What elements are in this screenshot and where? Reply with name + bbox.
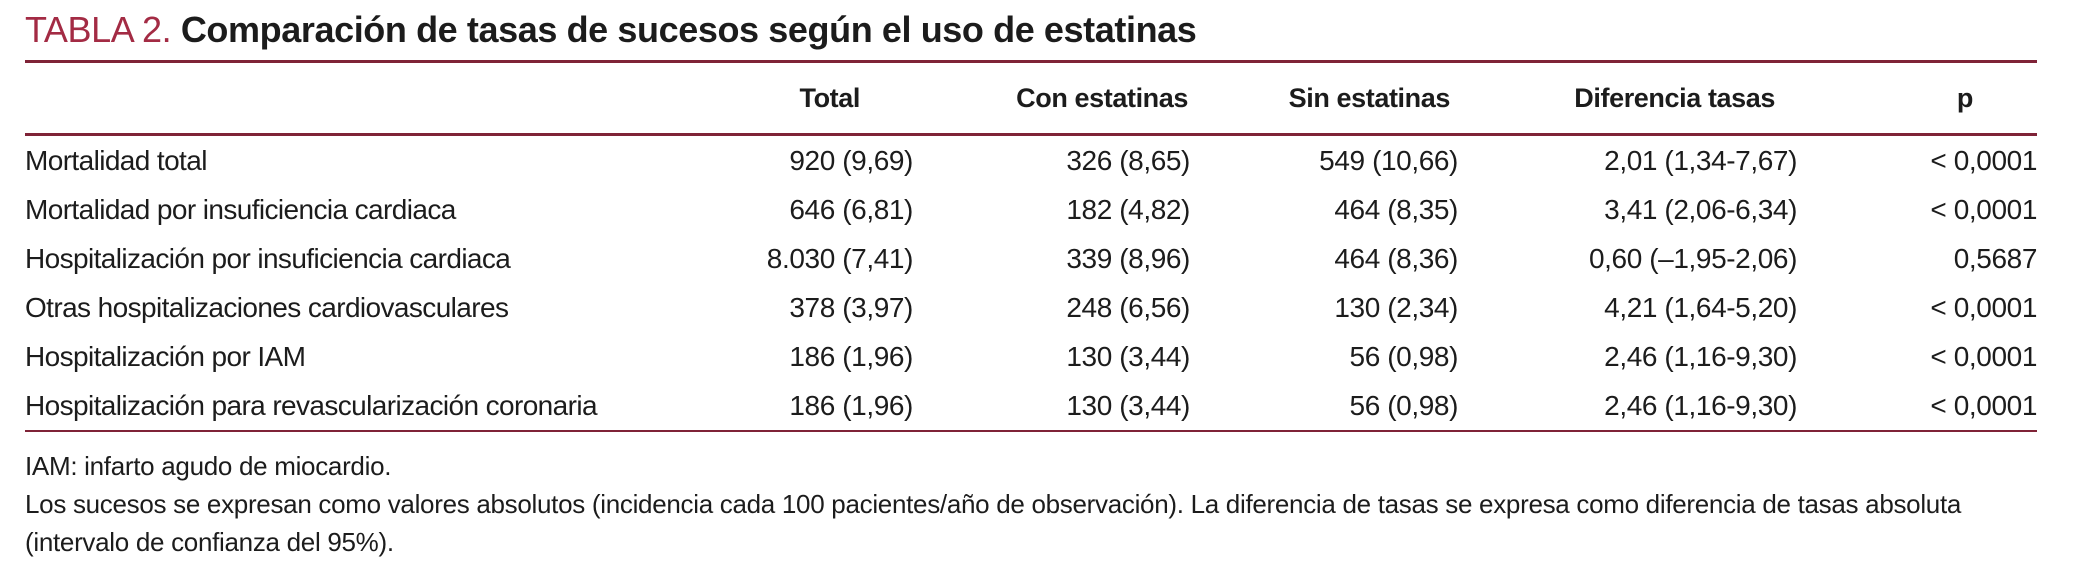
- table-cell-p: < 0,0001: [1930, 193, 2037, 225]
- table-cell-sin-estatinas: 549 (10,66): [1319, 144, 1458, 176]
- footnote-methods-line2: (intervalo de confianza del 95%).: [25, 527, 394, 557]
- table-header-row: Total Con estatinas Sin estatinas Difere…: [25, 63, 2037, 136]
- table-cell-diferencia-tasas: 2,01 (1,34-7,67): [1604, 144, 1797, 176]
- table-number-label: TABLA 2.: [25, 9, 172, 50]
- table-cell-diferencia-tasas: 2,46 (1,16-9,30): [1604, 340, 1797, 372]
- table-cell-diferencia-tasas: 4,21 (1,64-5,20): [1604, 291, 1797, 323]
- row-label: Mortalidad total: [25, 144, 207, 176]
- table-cell-sin-estatinas: 464 (8,36): [1334, 242, 1458, 274]
- table-cell-sin-estatinas: 56 (0,98): [1190, 381, 1458, 432]
- table-cell-total: 920 (9,69): [789, 144, 913, 176]
- table-cell-p: < 0,0001: [1797, 381, 2037, 432]
- row-label: Otras hospitalizaciones cardiovasculares: [25, 291, 509, 323]
- row-label: Mortalidad por insuficiencia cardiaca: [25, 193, 456, 225]
- table-cell-sin-estatinas: 464 (8,35): [1334, 193, 1458, 225]
- table-cell-diferencia-tasas: 0,60 (–1,95-2,06): [1588, 242, 1797, 274]
- table-cell-con-estatinas: 182 (4,82): [1066, 193, 1190, 225]
- table-row: Otras hospitalizaciones cardiovasculares…: [25, 283, 2037, 332]
- table-cell-total: 186 (1,96): [789, 340, 913, 372]
- column-header-empty: [25, 63, 665, 136]
- table-cell-total: 8.030 (7,41): [766, 242, 914, 274]
- table-cell-con-estatinas: 326 (8,65): [1066, 144, 1190, 176]
- table-title: Comparación de tasas de sucesos según el…: [180, 9, 1197, 50]
- table-row: Hospitalización por insuficiencia cardia…: [25, 234, 2037, 283]
- table-cell-sin-estatinas: 56 (0,98): [1349, 340, 1459, 372]
- table-cell-total: 186 (1,96): [665, 381, 913, 432]
- table-cell-con-estatinas: 248 (6,56): [1066, 291, 1190, 323]
- row-label: Hospitalización por insuficiencia cardia…: [25, 242, 511, 274]
- footnote-methods-line1: Los sucesos se expresan como valores abs…: [25, 489, 1962, 519]
- table-cell-total: 646 (6,81): [789, 193, 913, 225]
- table-cell-diferencia-tasas: 3,41 (2,06-6,34): [1604, 193, 1797, 225]
- column-header-con-estatinas: Con estatinas: [913, 63, 1190, 136]
- table-heading: TABLA 2. Comparación de tasas de sucesos…: [25, 0, 2075, 60]
- title-divider-rule: [25, 60, 2037, 63]
- table-row: Hospitalización por IAM 186 (1,96) 130 (…: [25, 332, 2037, 381]
- table-cell-sin-estatinas: 130 (2,34): [1334, 291, 1458, 323]
- row-label: Hospitalización para revascularización c…: [25, 381, 665, 432]
- column-header-total: Total: [665, 63, 913, 136]
- table-cell-total: 378 (3,97): [789, 291, 913, 323]
- table-row: Mortalidad total 920 (9,69) 326 (8,65) 5…: [25, 135, 2037, 186]
- footnote-abbreviation: IAM: infarto agudo de miocardio.: [25, 451, 392, 481]
- table-footnotes: IAM: infarto agudo de miocardio. Los suc…: [25, 447, 2060, 561]
- table-row: Mortalidad por insuficiencia cardiaca 64…: [25, 185, 2037, 234]
- table-cell-p: < 0,0001: [1930, 291, 2037, 323]
- table-row: Hospitalización para revascularización c…: [25, 381, 2037, 432]
- table-cell-p: < 0,0001: [1930, 144, 2037, 176]
- table-cell-p: 0,5687: [1953, 242, 2038, 274]
- table-cell-con-estatinas: 130 (3,44): [913, 381, 1190, 432]
- comparison-table: Total Con estatinas Sin estatinas Difere…: [25, 63, 2037, 432]
- table-cell-con-estatinas: 130 (3,44): [1066, 340, 1190, 372]
- row-label: Hospitalización por IAM: [25, 340, 306, 372]
- table-cell-p: < 0,0001: [1930, 340, 2037, 372]
- column-header-p: p: [1797, 63, 2037, 136]
- column-header-sin-estatinas: Sin estatinas: [1190, 63, 1458, 136]
- table-cell-diferencia-tasas: 2,46 (1,16-9,30): [1458, 381, 1797, 432]
- table-cell-con-estatinas: 339 (8,96): [1066, 242, 1190, 274]
- column-header-diferencia-tasas: Diferencia tasas: [1458, 63, 1797, 136]
